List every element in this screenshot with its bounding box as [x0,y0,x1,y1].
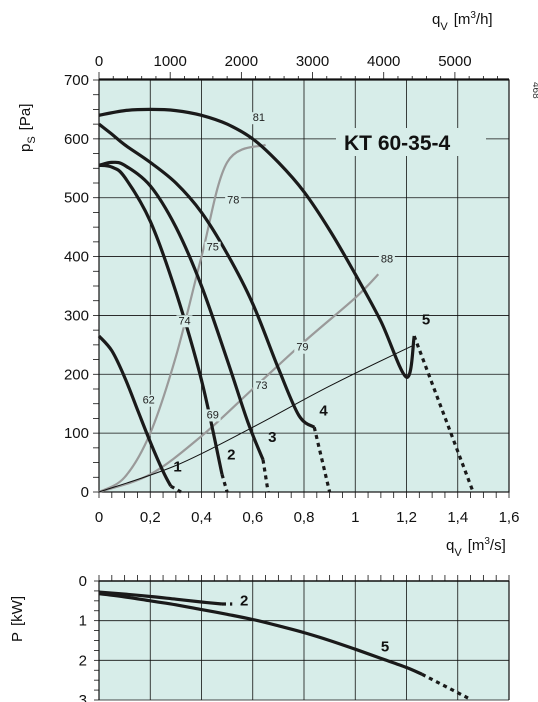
fan-curve-dashed-3 [261,459,270,493]
fan-curve-3 [98,160,265,461]
fan-curve-dashed-2 [220,473,229,493]
fan-curve-4 [97,122,316,429]
lower-y-tick-label: 2 [79,652,87,669]
x-tick-label: 0,4 [191,509,212,526]
y-tick-label: 600 [64,131,89,148]
top-axis-sub: V [440,21,448,33]
x-tick-label: 0,2 [140,509,161,526]
y-tick-label: 200 [64,366,89,383]
bottom-axis-sub: V [454,547,462,559]
top-axis-title: qV [m3/h] [432,10,493,33]
y-tick-label: 400 [64,249,89,266]
eff-label-bg [204,409,221,422]
system-curve [98,344,415,493]
side-number: 468 [530,82,538,99]
x-tick-label: 1,4 [447,509,468,526]
fan-curve-dashed-1 [169,484,182,494]
x-tick-label: 0,8 [294,509,315,526]
y-tick-label: 0 [81,484,89,501]
eff-label-bg [378,253,395,266]
chart-labels: KT 60-35-4 468 qV [m3/h] qV [m3/s] pS[Pa] … [9,10,538,642]
bottom-axis-unit-open: [m [468,537,485,554]
lower-y-tick-label: 0 [79,573,87,590]
efficiency-parabola-1 [98,143,267,493]
x-top-tick-label: 4000 [367,53,400,70]
power-flow-plot: 0 1 2 3 2 5 [79,573,510,702]
eff-label-bg [250,112,267,125]
power-curve-2 [98,590,223,606]
efficiency-parabola-2 [98,273,380,494]
upper-y-axis-unit: [Pa] [17,104,34,131]
efficiency-label-74: 74 [178,315,190,327]
x-tick-label: 0 [95,509,103,526]
top-axis-unit-sup: 3 [470,10,476,21]
top-axis-symbol: q [432,11,440,28]
lower-y-axis-title: P [kW] [9,596,26,642]
bottom-axis-title: qV [m3/s] [446,536,506,559]
curve-label-2: 2 [227,447,235,464]
efficiency-label-88: 88 [381,253,393,265]
x-tick-label: 1,2 [396,509,417,526]
fan-curve-dashed-4 [312,426,332,493]
upper-y-axis-sub: S [26,136,38,143]
power-curve-label-2: 2 [240,593,248,610]
model-label: KT 60-35-4 [344,132,451,155]
y-tick-label: 700 [64,72,89,89]
power-curve-5 [98,592,423,676]
pressure-flow-plot: 0 0,2 0,4 0,6 0,8 1 1,2 1,4 1,6 0 100 200 300 400 500 6… [64,53,519,526]
efficiency-label-79: 79 [296,342,308,354]
curve-label-1: 1 [173,458,181,475]
x-tick-label: 1 [351,509,359,526]
eff-label-bg [140,394,157,407]
x-top-tick-label: 0 [95,53,103,70]
curve-label-4: 4 [319,402,328,419]
x-tick-label: 1,6 [499,509,520,526]
upper-y-axis-symbol: p [17,144,34,152]
lower-y-tick-label: 3 [79,692,87,702]
model-label-bg [336,128,486,156]
eff-label-bg [225,194,242,207]
efficiency-label-81: 81 [253,112,265,124]
eff-label-bg [294,341,311,354]
efficiency-label-78: 78 [227,195,239,207]
y-tick-label: 300 [64,307,89,324]
y-tick-label: 100 [64,425,89,442]
lower-y-axis-symbol: P [9,632,26,642]
bottom-axis-unit-sup: 3 [484,536,490,547]
curve-label-3: 3 [268,429,276,446]
fan-curve-5 [98,107,416,379]
efficiency-label-69: 69 [207,409,219,421]
fan-curve-2 [98,163,224,475]
x-top-tick-label: 5000 [438,53,471,70]
x-top-tick-label: 3000 [296,53,329,70]
lower-y-axis-unit: [kW] [9,596,26,626]
efficiency-label-75: 75 [207,242,219,254]
fan-curve-1 [97,334,173,487]
y-tick-label: 500 [64,190,89,207]
efficiency-label-73: 73 [255,380,267,392]
power-curve-label-5: 5 [381,639,389,656]
x-top-tick-label: 1000 [153,53,186,70]
x-top-tick-label: 2000 [225,53,258,70]
upper-y-axis-title: pS [Pa] [17,104,38,152]
bottom-axis-unit-close: /s] [490,537,506,554]
power-curve-dashed-5 [421,672,469,700]
bottom-axis-symbol: q [446,537,454,554]
eff-label-bg [204,241,221,254]
x-tick-label: 0,6 [242,509,263,526]
top-axis-unit-close: /h] [476,11,493,28]
curve-label-5: 5 [422,311,430,328]
top-axis-unit-open: [m [454,11,471,28]
fan-curve-dashed-5 [412,335,475,493]
lower-y-tick-label: 1 [79,613,87,630]
efficiency-label-62: 62 [143,395,155,407]
eff-label-bg [176,315,193,328]
eff-label-bg [253,380,270,392]
